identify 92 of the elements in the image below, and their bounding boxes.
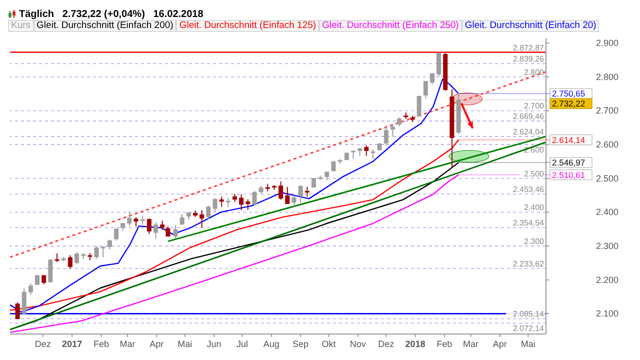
x-tick-label: Feb	[93, 339, 109, 349]
candlestick	[285, 186, 290, 204]
chart-title: Täglich 2.732,22 (+0,04%) 16.02.2018	[19, 8, 204, 20]
x-tick-label: Dez	[34, 339, 52, 349]
ref-line-label: 2.624,04	[512, 127, 545, 136]
annotation: 2.546,97	[552, 158, 586, 168]
candlestick	[219, 196, 224, 208]
ref-line-label: 2.500	[524, 169, 545, 178]
candlestick	[292, 195, 296, 207]
x-tick-label: 2017	[62, 339, 82, 349]
annotation: 2.732,22	[552, 98, 586, 109]
y-tick-label: 2.900	[596, 38, 619, 48]
candlestick	[278, 180, 284, 200]
x-tick-label: Dez	[378, 339, 395, 349]
annotation: 2.614,14	[552, 134, 586, 145]
ref-line-label: 2.669,46	[512, 112, 545, 122]
ref-line-label: 2.354,54	[512, 218, 545, 228]
candlestick	[94, 246, 99, 260]
ref-line-label: 2.085,14	[512, 310, 545, 319]
x-tick-label: Apr	[492, 339, 507, 349]
candlestick	[370, 148, 376, 160]
candlestick	[74, 252, 80, 265]
candlestick	[298, 184, 303, 204]
x-tick-label: Apr	[150, 339, 164, 349]
candlestick	[68, 254, 72, 270]
candlestick	[154, 222, 158, 240]
candlestick	[127, 211, 132, 227]
candlestick	[239, 194, 244, 211]
candlestick	[212, 198, 218, 212]
candlestick	[226, 197, 230, 208]
candlestick	[173, 224, 178, 239]
candlestick	[200, 210, 204, 228]
candlestick	[134, 216, 138, 227]
candlestick	[390, 124, 395, 137]
text: Gleit. Durchschnitt (Einfach 200)	[34, 20, 176, 32]
text: Gleit. Durchschnitt (Einfach 20)	[462, 20, 600, 32]
ref-line-label: 2.233,62	[512, 260, 545, 268]
x-tick-label: Mar	[463, 339, 479, 349]
x-tick-label: Sep	[292, 339, 309, 349]
text: Kurs	[8, 20, 34, 32]
ref-line-label: 2.872,87	[512, 43, 545, 52]
candlestick	[107, 239, 112, 250]
ref-line-label: 2.700	[524, 102, 545, 111]
y-tick-label: 2.700	[596, 106, 619, 116]
candlestick	[160, 220, 165, 230]
candlestick	[436, 52, 442, 78]
x-tick-label: Aug	[263, 339, 280, 349]
candlestick	[100, 246, 106, 258]
x-tick-label: Mar	[120, 339, 136, 349]
candlestick	[423, 80, 428, 100]
y-tick-label: 2.300	[596, 241, 619, 252]
candlestick	[304, 186, 310, 198]
x-tick-label: Mai	[520, 339, 536, 349]
annotation: 2.750,65	[552, 88, 586, 99]
candlestick	[42, 274, 46, 285]
candlestick	[384, 124, 388, 146]
candlestick	[246, 198, 250, 210]
x-tick-label: Jun	[206, 339, 222, 349]
candlestick	[22, 288, 26, 316]
ref-line-label: 2.400	[524, 203, 545, 212]
text: Gleit. Durchschnitt (Einfach 250)	[319, 20, 462, 32]
x-tick-label: Mai	[178, 339, 192, 349]
candlestick	[35, 274, 40, 286]
candlestick	[252, 190, 257, 206]
candlestick	[364, 144, 369, 156]
y-tick-label: 2.500	[596, 173, 619, 184]
text: Gleit. Durchschnitt (Einfach 125)	[176, 20, 320, 32]
candlestick	[28, 282, 33, 296]
ref-line-label: 2.839,26	[512, 54, 545, 64]
x-tick-label: Okt	[322, 339, 336, 349]
candlestick	[206, 205, 211, 220]
candlestick	[416, 95, 422, 117]
candlestick	[180, 213, 184, 225]
annotation: 2.510,61	[552, 170, 586, 180]
candlestick	[48, 259, 53, 284]
candlestick	[15, 302, 20, 320]
x-tick-label: 2018	[405, 339, 426, 349]
ref-line-label: 2.453,46	[512, 185, 545, 194]
y-tick-label: 2.200	[596, 274, 619, 285]
candlestick	[146, 218, 152, 234]
ref-line-label: 2.300	[524, 237, 545, 246]
ref-line-label: 2.800	[524, 68, 545, 77]
x-tick-label: Jul	[236, 339, 248, 349]
y-tick-label: 2.400	[596, 207, 619, 218]
candlestick	[114, 228, 119, 242]
x-tick-label: Feb	[436, 339, 452, 349]
x-tick-label: Nov	[350, 339, 366, 349]
y-tick-label: 2.600	[596, 140, 619, 150]
y-tick-label: 2.800	[596, 72, 619, 82]
candlestick	[430, 72, 434, 85]
y-tick-label: 2.100	[596, 308, 619, 319]
ref-line-label: 2.072,14	[512, 324, 545, 334]
